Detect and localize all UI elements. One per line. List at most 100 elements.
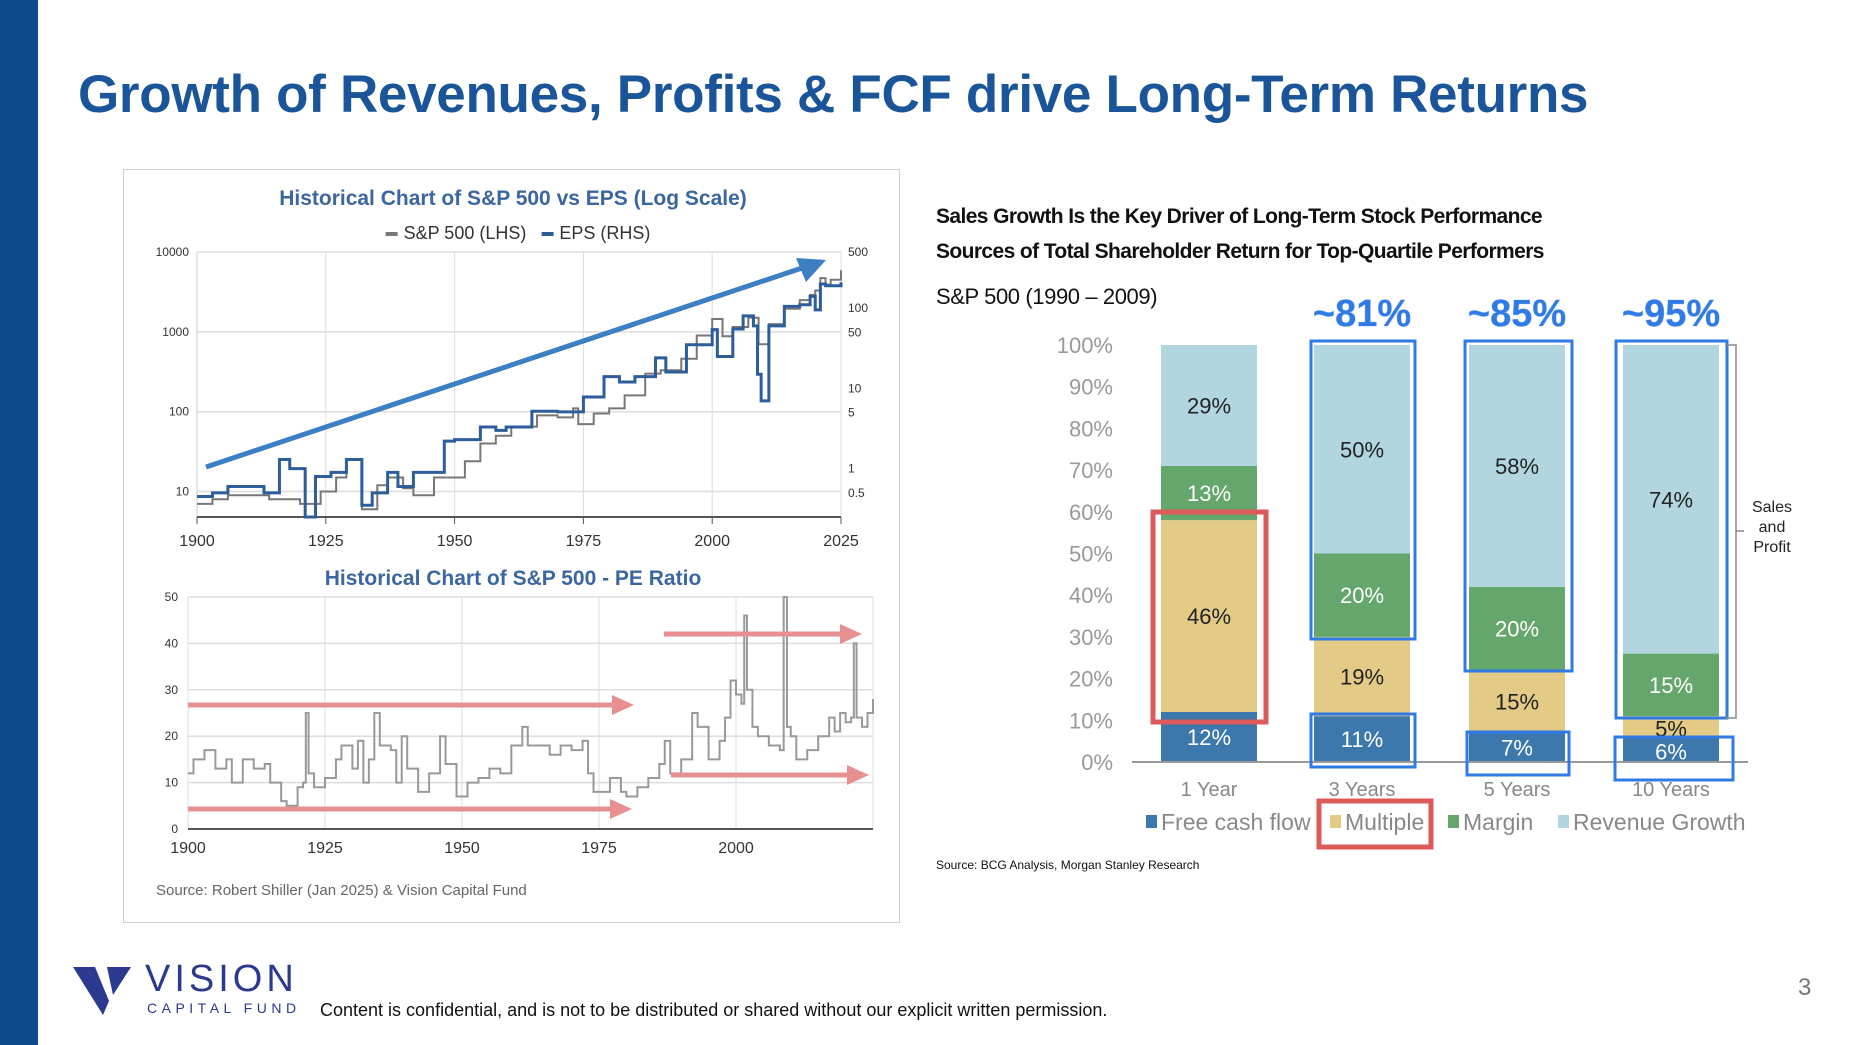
- legend-label: Margin: [1463, 809, 1533, 835]
- y-tick-label: 20: [165, 729, 179, 743]
- right-heading-2: Sources of Total Shareholder Return for …: [936, 240, 1544, 263]
- page-number: 3: [1798, 974, 1812, 1001]
- legend-swatch: [1558, 815, 1569, 828]
- category-label: 5 Years: [1484, 779, 1551, 801]
- x-tick-label: 2000: [718, 840, 754, 857]
- left-source-note: Source: Robert Shiller (Jan 2025) & Visi…: [156, 882, 527, 899]
- blue-highlight-box: [1309, 712, 1417, 769]
- legend-label: Revenue Growth: [1573, 809, 1746, 835]
- y-right-tick-label: 100: [848, 301, 868, 315]
- bar-data-label: 20%: [1495, 617, 1539, 642]
- bar-segment-margin: [1623, 653, 1719, 717]
- right-heading-1: Sales Growth Is the Key Driver of Long-T…: [936, 205, 1543, 228]
- bar-data-label: 6%: [1655, 739, 1687, 764]
- legend-label-eps: EPS (RHS): [559, 223, 651, 243]
- x-tick-label: 2000: [694, 533, 730, 550]
- y-tick-label: 90%: [1069, 375, 1113, 400]
- legend-swatch-sp500: [385, 232, 398, 237]
- y-tick-label: 40%: [1069, 583, 1113, 608]
- y-left-tick-label: 10: [176, 485, 190, 499]
- x-tick-label: 1900: [170, 840, 206, 857]
- legend-swatch: [1330, 815, 1341, 828]
- pe-chart-title: Historical Chart of S&P 500 - PE Ratio: [324, 567, 702, 590]
- x-tick-label: 2025: [823, 533, 859, 550]
- y-left-tick-label: 100: [169, 405, 189, 419]
- y-tick-label: 10%: [1069, 708, 1113, 733]
- category-label: 3 Years: [1329, 779, 1396, 801]
- legend-label-sp500: S&P 500 (LHS): [403, 223, 527, 243]
- bracket-label: Profit: [1753, 539, 1791, 556]
- blue-highlight-box: [1465, 730, 1571, 777]
- bar-data-label: 58%: [1495, 454, 1539, 479]
- brand-sidebar-bar: [0, 0, 38, 1045]
- percent-callout: ~85%: [1468, 293, 1566, 335]
- logo-v-mark-icon: [73, 967, 131, 1015]
- y-right-tick-label: 1: [848, 462, 855, 476]
- percent-callout: ~81%: [1313, 293, 1411, 335]
- bar-data-label: 50%: [1340, 437, 1384, 462]
- bar-segment-margin: [1469, 586, 1565, 671]
- range-arrow-head: [612, 695, 634, 715]
- right-subtitle: S&P 500 (1990 – 2009): [936, 284, 1158, 309]
- bar-segment-margin: [1314, 553, 1410, 637]
- trend-arrow-head: [796, 258, 826, 282]
- logo-wordmark: VISION: [145, 958, 298, 1000]
- legend-swatch: [1448, 815, 1459, 828]
- x-tick-label: 1925: [308, 533, 344, 550]
- trend-arrow-shaft: [205, 264, 806, 470]
- y-right-tick-label: 5: [848, 406, 855, 420]
- pe-chart: 1900 1925 1950 1975 2000 0 10 20 30 40 50: [165, 590, 874, 857]
- bar-segment-revenue-growth: [1623, 345, 1719, 654]
- x-tick-label: 1925: [307, 840, 343, 857]
- y-tick-label: 100%: [1057, 333, 1113, 358]
- bar-data-label: 13%: [1187, 481, 1231, 506]
- log-chart-title: Historical Chart of S&P 500 vs EPS (Log …: [279, 187, 747, 210]
- log-chart: 1900 1925 1950 1975 2000 2025 10 100 1000 10000 0.…: [156, 245, 869, 550]
- blue-highlight-box: [1613, 735, 1735, 782]
- bar-segment-revenue-growth: [1314, 345, 1410, 554]
- y-tick-label: 50: [165, 590, 179, 604]
- bar-segment-revenue-growth: [1161, 345, 1257, 466]
- y-tick-label: 0: [171, 822, 178, 836]
- vision-capital-logo: VISION CAPITAL FUND: [73, 958, 313, 1018]
- y-tick-label: 30: [165, 683, 179, 697]
- range-arrow-head: [610, 799, 632, 819]
- bar-data-label: 15%: [1495, 690, 1539, 715]
- eps-line: [197, 282, 843, 519]
- red-highlight-box-multiple: [1150, 509, 1269, 725]
- legend-swatch-eps: [541, 232, 554, 237]
- x-tick-label: 1950: [437, 533, 473, 550]
- y-tick-label: 40: [165, 636, 179, 650]
- bracket-label: and: [1759, 519, 1786, 536]
- slide-title: Growth of Revenues, Profits & FCF drive …: [78, 65, 1589, 124]
- y-left-tick-label: 10000: [156, 245, 190, 259]
- bar-data-label: 15%: [1649, 673, 1693, 698]
- y-right-tick-label: 50: [848, 325, 862, 339]
- blue-highlight-box: [1463, 339, 1574, 673]
- bar-segment-multiple: [1314, 636, 1410, 717]
- bar-data-label: 19%: [1340, 665, 1384, 690]
- bar-segment-multiple: [1161, 520, 1257, 712]
- bar-data-label: 46%: [1187, 604, 1231, 629]
- legend-swatch: [1146, 815, 1157, 828]
- bar-data-label: 12%: [1187, 725, 1231, 750]
- y-left-tick-label: 1000: [162, 325, 189, 339]
- bar-data-label: 7%: [1501, 735, 1533, 760]
- log-chart-legend: S&P 500 (LHS) EPS (RHS): [376, 223, 651, 244]
- range-arrow-head: [840, 624, 862, 644]
- y-tick-label: 60%: [1069, 500, 1113, 525]
- left-chart-panel: [123, 169, 900, 923]
- y-right-tick-label: 0.5: [848, 486, 865, 500]
- y-tick-label: 50%: [1069, 542, 1113, 567]
- confidentiality-disclaimer: Content is confidential, and is not to b…: [320, 1000, 1108, 1020]
- bar-data-label: 20%: [1340, 583, 1384, 608]
- bar-data-label: 11%: [1341, 727, 1383, 752]
- blue-highlight-box: [1309, 339, 1417, 641]
- y-tick-label: 0%: [1081, 750, 1113, 775]
- bar-data-label: 74%: [1649, 487, 1693, 512]
- x-tick-label: 1975: [581, 840, 617, 857]
- right-source-note: Source: BCG Analysis, Morgan Stanley Res…: [936, 858, 1200, 872]
- y-right-tick-label: 10: [848, 381, 862, 395]
- x-tick-label: 1950: [444, 840, 480, 857]
